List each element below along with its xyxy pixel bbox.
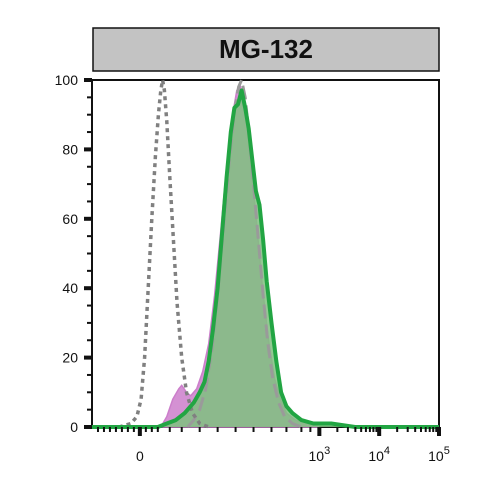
y-tick-label: 20 (62, 350, 78, 366)
y-axis: 0 20 40 60 80 100 (55, 72, 92, 435)
x-tick-label: 104 (368, 445, 390, 464)
series-green-line (92, 88, 439, 429)
series-layer (92, 75, 439, 429)
series-green-area (92, 90, 439, 428)
x-tick-label: 0 (136, 448, 144, 464)
series-gray-dotted-line (118, 79, 210, 429)
y-tick-label: 60 (62, 211, 78, 227)
y-tick-label: 80 (62, 141, 78, 157)
y-tick-label: 40 (62, 280, 78, 296)
x-axis: 0 103 104 105 (96, 427, 450, 464)
y-tick-label: 100 (55, 72, 79, 88)
title-background (92, 27, 440, 72)
chart-title: MG-132 (219, 34, 313, 64)
title-box: MG-132 (92, 27, 440, 72)
x-tick-label: 105 (428, 445, 450, 464)
x-tick-label: 103 (308, 445, 330, 464)
y-tick-label: 0 (70, 419, 78, 435)
